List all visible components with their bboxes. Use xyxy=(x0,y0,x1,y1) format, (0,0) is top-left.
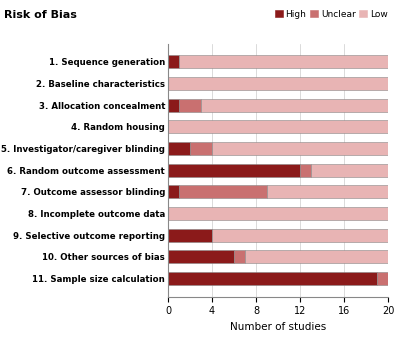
Bar xyxy=(245,250,388,264)
Bar xyxy=(179,185,267,198)
Bar xyxy=(300,164,311,177)
Text: Risk of Bias: Risk of Bias xyxy=(4,10,77,20)
Bar xyxy=(168,77,388,90)
Bar xyxy=(190,142,212,155)
Bar xyxy=(267,185,388,198)
Bar xyxy=(168,120,388,133)
Legend: High, Unclear, Low: High, Unclear, Low xyxy=(271,6,392,23)
Bar xyxy=(201,99,388,112)
Bar xyxy=(234,250,245,264)
Bar xyxy=(168,207,388,220)
Bar xyxy=(168,99,179,112)
Bar xyxy=(168,272,377,285)
Bar xyxy=(311,164,388,177)
Bar xyxy=(212,142,388,155)
Bar xyxy=(179,55,388,68)
Bar xyxy=(212,229,388,242)
X-axis label: Number of studies: Number of studies xyxy=(230,322,326,332)
Bar xyxy=(179,99,201,112)
Bar xyxy=(377,272,388,285)
Bar xyxy=(168,229,212,242)
Bar xyxy=(168,164,300,177)
Bar xyxy=(168,142,190,155)
Bar xyxy=(168,250,234,264)
Bar xyxy=(168,55,179,68)
Bar xyxy=(168,185,179,198)
